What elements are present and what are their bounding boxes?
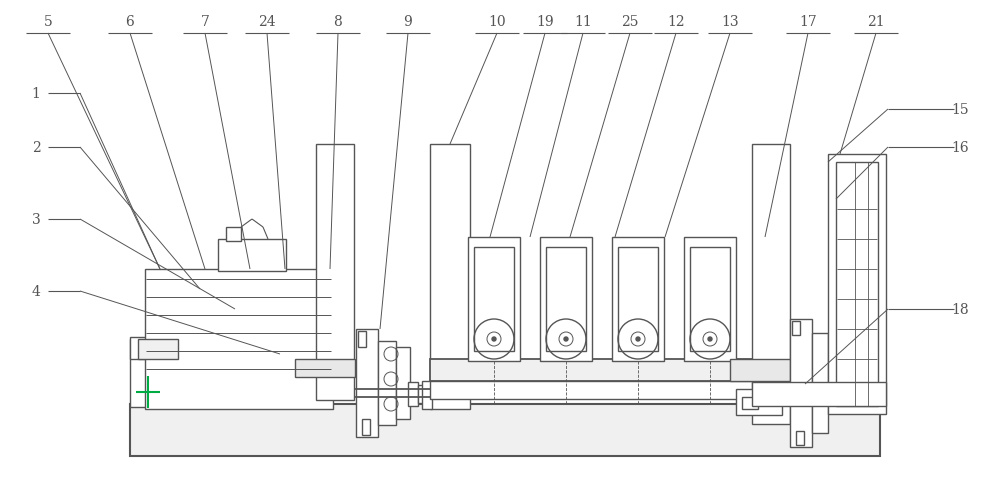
Bar (730, 359, 790, 381)
Text: 7: 7 (201, 15, 209, 29)
Circle shape (708, 337, 712, 341)
Text: 16: 16 (951, 141, 969, 155)
Bar (690, 247, 730, 351)
Bar (812, 333, 828, 433)
Bar (790, 319, 812, 447)
Bar (378, 341, 396, 425)
Text: 4: 4 (32, 285, 40, 298)
Bar (612, 238, 664, 361)
Bar (684, 238, 736, 361)
Bar (430, 381, 792, 399)
Text: 9: 9 (404, 15, 412, 29)
Bar (836, 163, 878, 406)
Bar (474, 247, 514, 351)
Bar (792, 321, 800, 335)
Bar (540, 238, 592, 361)
Bar (736, 389, 782, 415)
Bar (430, 145, 470, 409)
Bar (356, 329, 378, 437)
Text: 3: 3 (32, 212, 40, 227)
Text: 5: 5 (44, 15, 52, 29)
Text: 24: 24 (258, 15, 276, 29)
Text: 18: 18 (951, 302, 969, 317)
Bar (618, 247, 658, 351)
Circle shape (564, 337, 568, 341)
Text: 21: 21 (867, 15, 885, 29)
Text: 17: 17 (799, 15, 817, 29)
Bar (316, 145, 354, 400)
Bar (408, 382, 418, 406)
Bar (752, 145, 790, 424)
Bar (796, 431, 804, 445)
Bar (430, 359, 792, 381)
Text: 1: 1 (32, 87, 40, 101)
Text: 10: 10 (488, 15, 506, 29)
Text: 6: 6 (126, 15, 134, 29)
Bar (828, 155, 886, 414)
Circle shape (492, 337, 496, 341)
Text: 2: 2 (32, 141, 40, 155)
Text: 13: 13 (721, 15, 739, 29)
Bar (752, 382, 886, 406)
Bar (138, 339, 178, 359)
Bar (226, 227, 241, 242)
Bar (130, 404, 880, 456)
Bar (218, 240, 286, 272)
Bar (418, 385, 426, 403)
Bar (468, 238, 520, 361)
Bar (396, 348, 410, 419)
Bar (546, 247, 586, 351)
Bar (422, 381, 432, 409)
Bar (742, 397, 758, 409)
Text: 11: 11 (574, 15, 592, 29)
Text: 25: 25 (621, 15, 639, 29)
Bar (145, 270, 333, 409)
Bar (295, 359, 355, 377)
Text: 15: 15 (951, 103, 969, 117)
Text: 12: 12 (667, 15, 685, 29)
Text: 8: 8 (334, 15, 342, 29)
Bar (362, 419, 370, 435)
Bar (130, 339, 170, 407)
Circle shape (636, 337, 640, 341)
Bar (130, 337, 318, 359)
Text: 19: 19 (536, 15, 554, 29)
Bar (358, 332, 366, 348)
